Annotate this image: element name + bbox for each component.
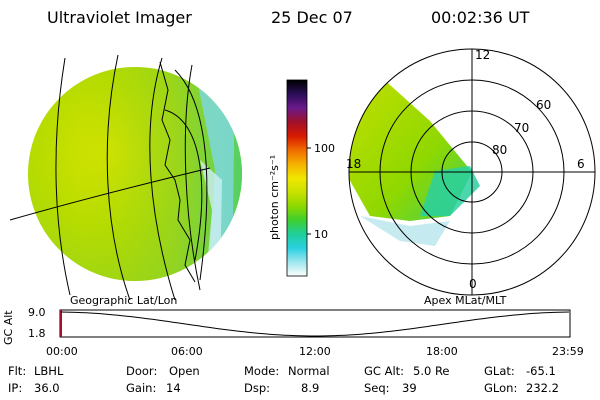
mlt-label-18: 18: [346, 157, 362, 171]
mode-value: Normal: [288, 364, 330, 378]
time-tick-2359: 23:59: [552, 345, 584, 358]
geographic-image: [9, 54, 242, 300]
coastline: [159, 61, 196, 283]
glon-field: GLon: 232.2: [484, 381, 559, 395]
gc-alt-value: 5.0 Re: [413, 364, 450, 378]
door-value: Open: [169, 364, 200, 378]
time-tick-0600: 06:00: [171, 345, 203, 358]
mode-field: Mode: Normal: [244, 364, 330, 378]
mlat-label-60: 60: [536, 98, 552, 112]
right-panel-caption: Apex MLat/MLT: [424, 294, 507, 307]
altitude-plot: [59, 309, 571, 338]
observation-date: 25 Dec 07: [271, 8, 353, 27]
gc-alt-field: GC Alt: 5.0 Re: [364, 364, 450, 378]
colorbar-unit-label: photon cm⁻²s⁻¹: [268, 154, 281, 240]
time-tick-0000: 00:00: [46, 345, 78, 358]
door-field: Door: Open: [126, 364, 200, 378]
ip-value: 36.0: [34, 381, 60, 395]
instrument-title: Ultraviolet Imager: [47, 8, 192, 27]
glat-field: GLat: -65.1: [484, 364, 556, 378]
altitude-tick-low: 1.8: [28, 327, 46, 340]
seq-value: 39: [402, 381, 417, 395]
altitude-tick-high: 9.0: [28, 306, 46, 319]
time-tick-1800: 18:00: [426, 345, 458, 358]
ip-field: IP: 36.0: [8, 381, 60, 395]
mlt-label-12: 12: [475, 48, 491, 62]
polar-plot: [348, 48, 596, 296]
mlt-label-0: 0: [469, 277, 477, 291]
filter-value: LBHL: [34, 364, 64, 378]
altitude-plot-frame: [59, 309, 571, 338]
mlt-label-6: 6: [577, 157, 585, 171]
dsp-field: Dsp: 8.9: [244, 381, 320, 395]
observation-time: 00:02:36 UT: [431, 8, 530, 27]
gain-field: Gain: 14: [126, 381, 181, 395]
mlat-label-80: 80: [492, 143, 508, 157]
colorbar-tick-10: 10: [314, 228, 328, 241]
colorbar-tick-100: 100: [314, 142, 335, 155]
lat-lon-grid: [9, 54, 211, 300]
gain-value: 14: [166, 381, 181, 395]
seq-field: Seq: 39: [364, 381, 417, 395]
glat-value: -65.1: [526, 364, 556, 378]
colorbar: [286, 79, 311, 277]
glon-value: 232.2: [526, 381, 559, 395]
filter-field: Flt: LBHL: [8, 364, 64, 378]
orbit-altitude-curve: [60, 311, 570, 337]
mlat-label-70: 70: [514, 121, 530, 135]
dsp-value: 8.9: [301, 381, 320, 395]
time-tick-1200: 12:00: [299, 345, 331, 358]
altitude-axis-label: GC Alt: [2, 310, 15, 345]
left-panel-caption: Geographic Lat/Lon: [70, 294, 178, 307]
